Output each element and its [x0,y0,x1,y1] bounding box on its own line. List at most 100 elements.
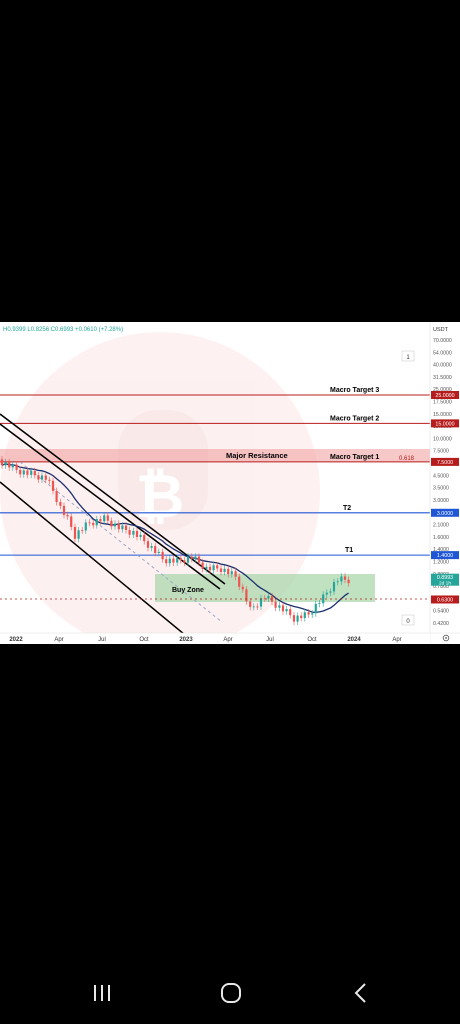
candle-body [154,546,157,553]
home-button[interactable] [211,978,251,1008]
y-tick-label: 1.6000 [433,535,449,541]
y-tick-label: 3.5000 [433,486,449,492]
candle-body [55,490,58,503]
fib-level-label: 0.618 [399,456,415,462]
candle-body [33,471,36,476]
candle-body [234,571,237,577]
candle-body [157,551,160,553]
back-button[interactable] [342,978,382,1008]
candle-body [230,571,233,575]
current-price-tag [431,573,459,586]
candle-body [51,480,55,491]
recent-apps-icon [94,985,110,1001]
y-tick-label: 17.5000 [433,400,452,406]
chart-panel[interactable]: ₿ H0.9399 L0.8256 C0.6993 +0.0610 (+7.28… [0,322,460,644]
price-tag-5 [431,595,459,604]
price-axis[interactable] [430,322,460,644]
svg-text:1: 1 [406,355,410,361]
badge-bottom[interactable] [401,614,415,626]
bitcoin-watermark: ₿ [0,332,320,644]
candle-body [300,615,303,619]
candle-body [314,603,317,614]
candle-body [212,565,215,571]
current-countdown-text: 2d 1h [439,581,451,587]
candle-body [219,568,223,572]
x-tick-label: Oct [139,637,149,643]
candle-body [278,605,281,608]
y-tick-label: 15.0000 [433,412,452,418]
candle-body [124,525,128,531]
candle-body [30,471,33,475]
candle-body [113,523,117,527]
y-tick-label: 3.0000 [433,498,449,504]
y-tick-label: 10.0000 [433,436,452,442]
candle-body [249,601,252,607]
candle-body [8,462,11,468]
price-tag-text-5: 0.6300 [437,597,453,603]
candle-body [205,566,208,569]
major-resistance-zone [0,449,430,462]
candle-body [37,475,40,480]
price-tag-3 [431,508,459,517]
candle-body [347,579,350,584]
price-tag-text-4: 1.4000 [437,553,453,559]
settings-icon[interactable] [442,634,450,642]
y-tick-label: 0.4200 [433,621,449,627]
current-price-text: 0.8993 [437,575,453,581]
candle-body [168,558,171,564]
candle-body [95,519,98,526]
candle-body [106,515,109,521]
candle-body [296,615,299,622]
candle-body [26,470,29,475]
candle-body [267,596,270,599]
price-tag-0 [431,391,459,399]
candle-body [245,589,248,602]
x-tick-label: 2022 [9,637,23,643]
candle-body [238,576,241,587]
badge-top[interactable] [401,350,415,362]
level-label-3: T2 [343,505,351,512]
candle-body [66,514,69,517]
candle-body [252,606,255,608]
candle-body [92,522,95,526]
candle-body [311,613,314,615]
price-chart[interactable]: ₿ H0.9399 L0.8256 C0.6993 +0.0610 (+7.28… [0,322,460,644]
time-axis[interactable] [0,633,430,644]
candle-body [241,586,244,590]
price-tag-4 [431,551,459,560]
candle-body [208,566,212,571]
candle-body [40,475,44,480]
candle-body [197,556,201,563]
candle-body [4,462,7,466]
price-tag-text-0: 25.0000 [435,393,454,399]
price-tag-text-1: 15.0000 [435,421,454,427]
candle-body [263,598,266,600]
candle-body [322,594,325,604]
candle-body [117,523,120,530]
candle-body [194,556,197,559]
price-tag-2 [431,457,459,466]
recent-apps-button[interactable] [82,978,122,1008]
y-tick-label: 1.4000 [433,547,449,553]
candle-body [336,581,339,583]
svg-text:0: 0 [406,619,410,625]
y-tick-label: 40.0000 [433,363,452,369]
price-tag-1 [431,419,459,428]
candle-body [150,546,153,548]
top-blank-area [0,0,460,322]
bitcoin-icon: ₿ [136,462,185,532]
candle-body [165,559,168,564]
candle-body [285,609,288,612]
candle-body [143,534,146,542]
x-tick-label: Jul [266,637,274,643]
x-tick-label: Oct [307,637,317,643]
candle-body [77,530,80,539]
candles [0,455,350,626]
candle-body [307,612,310,615]
candle-body [325,592,328,595]
back-chevron-icon [354,983,366,1003]
candle-body [161,551,164,560]
candle-body [146,541,150,548]
candle-body [183,560,186,563]
buy-zone-label: Buy Zone [172,587,204,594]
